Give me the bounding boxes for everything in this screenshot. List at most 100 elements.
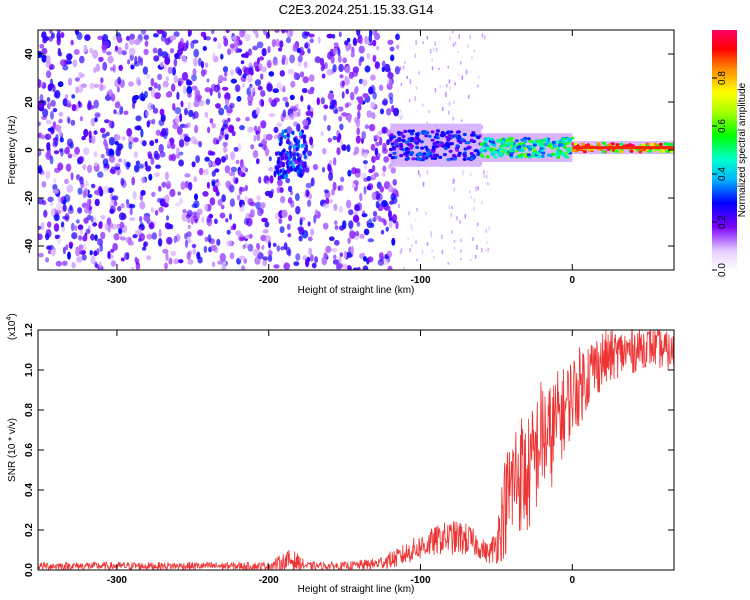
spectrogram-cell — [295, 193, 300, 202]
spectrogram-cell — [348, 220, 354, 230]
spectrogram-cell — [347, 169, 352, 177]
spectrogram-cell — [165, 180, 172, 189]
spectrogram-cell — [430, 138, 435, 142]
spectrogram-cell — [299, 131, 303, 136]
spectrogram-cell — [486, 136, 491, 141]
spectrogram-cell — [440, 134, 445, 138]
spectrogram-cell — [90, 255, 96, 265]
spectrogram-cell — [222, 66, 229, 73]
spectrogram-cell — [101, 133, 107, 139]
spectrogram-cell — [184, 180, 190, 189]
spectrogram-cell — [485, 229, 487, 233]
spectrogram-cell — [539, 144, 544, 148]
spectrogram-cell — [259, 56, 264, 61]
colorbar-tick-label: 0.4 — [717, 167, 728, 181]
spectrogram-cell — [244, 196, 249, 201]
spectrogram-cell — [449, 130, 454, 134]
spectrogram-cell — [198, 141, 203, 148]
spectrogram-cell — [55, 134, 59, 141]
spectrogram-cell — [512, 145, 517, 149]
spectrogram-cell — [210, 30, 215, 35]
spectrogram-cell — [321, 73, 326, 79]
spectrogram-cell — [307, 89, 315, 95]
spectrogram-cell — [409, 79, 412, 84]
spectrogram-cell — [93, 83, 100, 88]
spectrogram-cell — [56, 237, 62, 245]
spectrogram-cell — [101, 37, 106, 46]
spectrogram-cell — [438, 67, 440, 70]
spectrogram-cell — [279, 136, 283, 142]
spectrogram-cell — [71, 232, 78, 240]
spectrogram-cell — [81, 250, 86, 255]
spectrogram-cell — [486, 182, 489, 186]
spectrogram-cell — [78, 235, 83, 241]
spectrogram-cell — [187, 31, 192, 37]
spectrogram-cell — [114, 101, 121, 109]
spectrogram-cell — [187, 101, 192, 110]
spectrogram-cell — [469, 34, 472, 40]
spectrogram-cell — [191, 243, 197, 249]
spectrogram-cell — [253, 135, 257, 142]
spectrogram-cell — [487, 183, 490, 186]
spectrogram-cell — [268, 156, 272, 162]
spectrogram-cell — [198, 99, 205, 107]
spectrogram-cell — [281, 30, 286, 34]
spectrogram-cell — [168, 257, 173, 265]
spectrogram-cell — [313, 214, 317, 224]
spectrogram-cell — [403, 267, 405, 270]
spectrogram-cell — [192, 39, 199, 44]
spectrogram-cell — [341, 112, 348, 117]
spectrogram-cell — [509, 136, 514, 140]
spectrogram-cell — [373, 172, 379, 178]
spectrogram-cell — [126, 127, 133, 137]
spectrogram-cell — [200, 60, 204, 69]
spectrogram-cell — [269, 175, 274, 184]
spectrogram-cell — [466, 141, 471, 145]
spectrogram-cell — [354, 230, 360, 237]
spectrogram-cell — [38, 198, 44, 205]
spectrogram-cell — [368, 123, 376, 132]
spectrogram-cell — [467, 94, 470, 99]
spectrogram-cell — [144, 40, 149, 47]
spectrogram-cell — [357, 266, 361, 270]
spectrogram-cell — [93, 250, 98, 257]
spectrogram-cell — [431, 66, 434, 70]
snr-series — [38, 330, 674, 570]
spectrogram-cell — [165, 76, 170, 82]
spectrogram-cell — [650, 142, 655, 146]
spectrogram-cell — [400, 116, 402, 120]
spectrogram-cell — [127, 236, 132, 245]
spectrogram-cell — [158, 143, 164, 153]
spectrogram-cell — [547, 144, 551, 148]
spectrogram-cell — [41, 54, 47, 63]
spectrogram-cell — [223, 37, 229, 47]
spectrogram-cell — [406, 75, 408, 80]
spectrogram-cell — [392, 214, 397, 221]
spectrogram-cell — [75, 86, 79, 94]
spectrogram-cell — [398, 71, 401, 74]
spectrogram-cell — [159, 108, 165, 116]
spectrogram-cell — [353, 37, 357, 45]
spectrogram-cell — [558, 150, 563, 154]
spectrogram-cell — [211, 170, 216, 177]
spectrogram-cell — [487, 247, 489, 252]
spectrogram-cell — [418, 71, 420, 75]
colorbar-tick-label: 0.0 — [717, 263, 728, 277]
y-tick-label: 0.6 — [24, 443, 35, 457]
spectrogram-cell — [390, 54, 395, 62]
spectrogram-cell — [241, 53, 248, 58]
spectrogram-cell — [166, 236, 173, 245]
spectrogram-cell — [253, 61, 259, 69]
spectrogram-cell — [220, 53, 224, 60]
spectrogram-cell — [581, 142, 586, 146]
spectrogram-cell — [334, 108, 338, 114]
spectrogram-cell — [451, 230, 453, 234]
spectrogram-cell — [89, 82, 95, 90]
spectrogram-cell — [45, 257, 49, 263]
spectrogram-cell — [373, 134, 379, 139]
spectrogram-cell — [80, 73, 85, 78]
spectrogram-cell — [295, 146, 299, 152]
snr-scale-base: (x10 — [7, 320, 18, 340]
spectrogram-cell — [370, 74, 376, 81]
spectrogram-cell — [381, 126, 388, 134]
